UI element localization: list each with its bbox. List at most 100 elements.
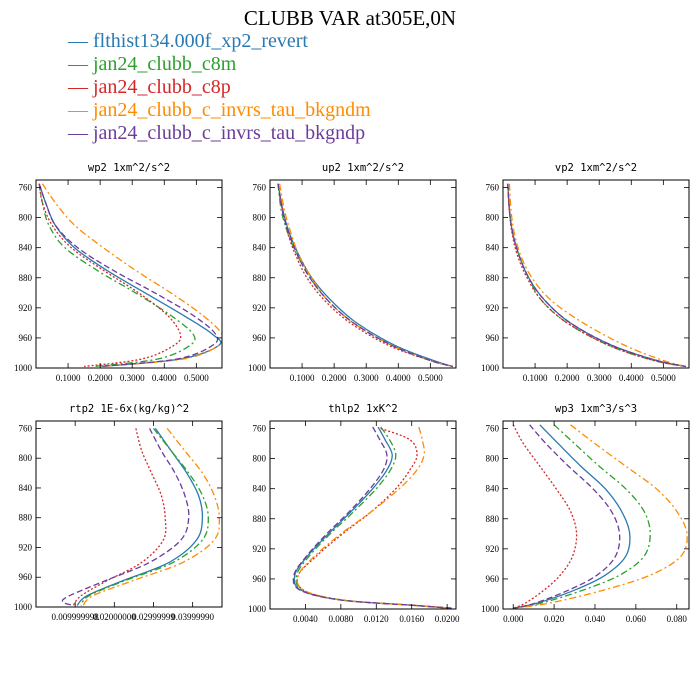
panel-title: wp2 1xm^2/s^2 [88,162,170,174]
x-tick-label: 0.1000 [290,373,315,383]
legend-swatch: — [68,76,88,98]
y-tick-label: 960 [253,574,267,584]
panel-title: vp2 1xm^2/s^2 [555,162,637,174]
legend-swatch: — [68,30,88,52]
series-line [76,428,204,606]
y-tick-label: 960 [253,333,267,343]
x-tick-label: 0.0080 [328,614,353,624]
chart-panel: wp3 1xm^3/s^3 760 800 840 880 920 960 10000.000… [481,403,690,624]
legend-swatch: — [68,53,88,75]
series-line [61,428,190,607]
series-line [292,426,452,609]
y-tick-label: 920 [486,303,500,313]
panel-title: wp3 1xm^3/s^3 [555,403,637,415]
x-tick-label: 0.3000 [587,373,612,383]
legend-label: flthist134.000f_xp2_revert [93,30,308,52]
x-tick-label: 0.4000 [152,373,177,383]
y-tick-label: 840 [19,483,33,493]
y-tick-label: 960 [486,333,500,343]
series-line [277,183,453,368]
y-tick-label: 760 [19,423,33,433]
x-tick-label: 0.0120 [364,614,389,624]
x-tick-label: 0.5000 [418,373,443,383]
y-tick-label: 840 [486,243,500,253]
y-tick-label: 760 [486,183,500,193]
y-tick-label: 840 [486,484,500,494]
legend-swatch: — [68,122,88,144]
x-tick-label: 0.1000 [523,373,548,383]
x-tick-label: 0.040 [585,614,606,624]
y-tick-label: 800 [19,213,33,223]
y-tick-label: 760 [253,183,267,193]
series-line [296,426,452,609]
legend-label: jan24_clubb_c8p [93,76,231,98]
series-line [296,427,452,609]
legend-item: — jan24_clubb_c_invrs_tau_bkgndp [68,122,371,145]
x-tick-label: 0.020 [544,614,565,624]
plot-frame [269,179,457,369]
chart-title: CLUBB VAR at305E,0N [243,6,457,30]
legend-label: jan24_clubb_c8m [93,53,237,75]
y-tick-label: 1000 [248,363,267,373]
y-tick-label: 920 [253,303,267,313]
y-tick-label: 760 [19,183,33,193]
y-tick-label: 920 [19,542,33,552]
series-line [512,424,578,609]
y-tick-label: 920 [486,544,500,554]
series-line [508,183,686,368]
plot-frame [35,420,223,608]
x-tick-label: 0.0200 [435,614,460,624]
legend-item: — jan24_clubb_c_invrs_tau_bkgndm [68,99,371,122]
series-line [507,183,686,368]
y-tick-label: 840 [19,243,33,253]
series-line [41,183,222,368]
x-tick-label: 0.3000 [354,373,379,383]
x-tick-label: 0.080 [667,614,688,624]
series-line [513,424,688,609]
legend-label: jan24_clubb_c_invrs_tau_bkgndp [93,122,366,144]
x-tick-label: 0.5000 [651,373,676,383]
series-line [293,426,452,609]
series-line [507,183,686,368]
legend-item: — jan24_clubb_c8p [68,76,371,99]
y-tick-label: 920 [253,544,267,554]
series-line [80,428,209,606]
y-tick-label: 1000 [481,363,500,373]
x-tick-label: 0.4000 [619,373,644,383]
plot-frame [502,420,690,610]
x-tick-label: 0.5000 [184,373,209,383]
plot-frame [269,420,457,610]
chart-panel: rtp2 1E-6x(kg/kg)^2 760 800 840 880 920 960 100… [14,403,223,622]
plot-frame [502,179,690,369]
series-line [513,424,621,609]
y-tick-label: 920 [19,303,33,313]
y-tick-label: 960 [19,572,33,582]
y-tick-label: 880 [19,513,33,523]
series-line [72,428,167,606]
x-tick-label: 0.2000 [88,373,113,383]
y-tick-label: 1000 [14,602,33,612]
series-line [38,183,196,368]
x-tick-label: 0.060 [626,614,647,624]
series-line [513,424,631,609]
y-tick-label: 880 [253,514,267,524]
x-tick-label: 0.0040 [293,614,318,624]
series-line [38,183,222,368]
series-line [82,428,220,606]
panel-title: thlp2 1xK^2 [328,403,398,415]
y-tick-label: 800 [486,454,500,464]
series-line [295,426,452,609]
y-tick-label: 760 [253,424,267,434]
legend-swatch: — [68,99,88,121]
panel-title: up2 1xm^2/s^2 [322,162,404,174]
y-tick-label: 1000 [14,363,33,373]
series-line [507,183,686,368]
x-tick-label: 0.4000 [386,373,411,383]
x-tick-label: 0.2000 [555,373,580,383]
series-line [277,183,453,368]
x-tick-label: 0.2000 [322,373,347,383]
x-tick-label: 0.03999990 [171,612,214,622]
y-tick-label: 880 [253,273,267,283]
series-line [277,183,453,368]
